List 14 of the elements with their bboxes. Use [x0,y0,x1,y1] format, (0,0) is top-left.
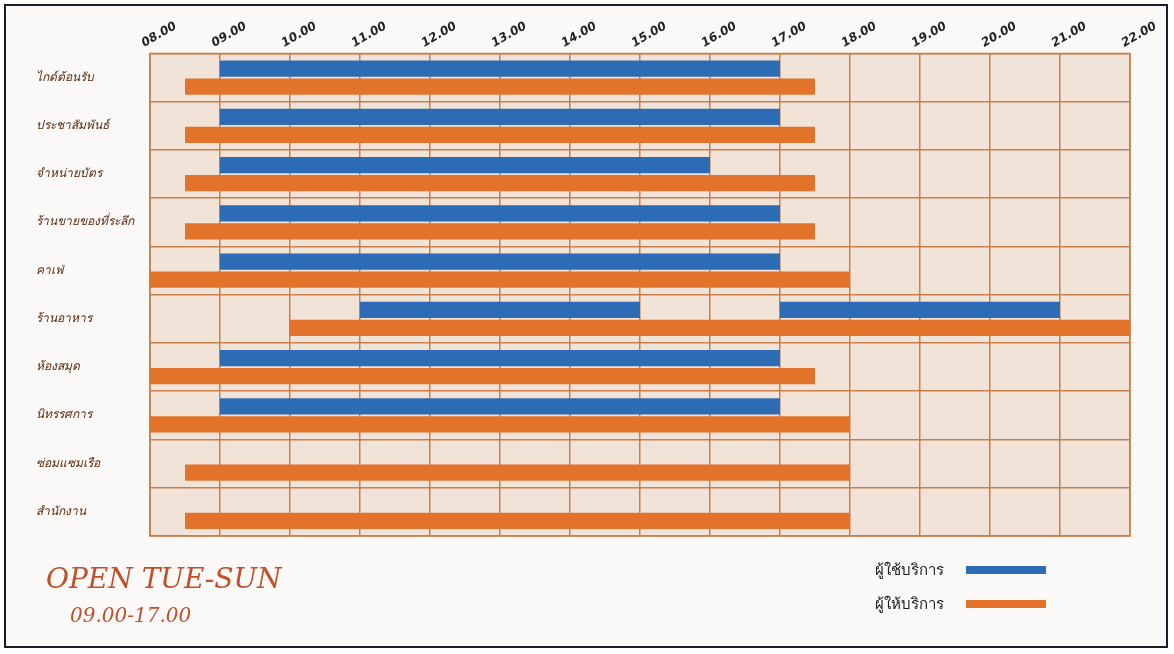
y-tick-label: ประชาสัมพันธ์ [36,117,112,132]
y-tick-label: ไกด์ต้อนรับ [36,69,95,84]
text: 09.00-17.00 [70,603,193,627]
text: ผู้ให้บริการ [875,594,944,615]
y-tick-label: คาเฟ่ [36,262,65,277]
y-tick-label: ร้านขายของที่ระลึก [36,212,135,229]
y-tick-label: ซ่อมแซมเรือ [36,455,101,470]
y-tick-label: นิทรรศการ [36,407,94,422]
y-tick-label: สำนักงาน [36,504,87,518]
text: OPEN TUE-SUN [46,562,282,595]
y-tick-label: ร้านอาหาร [36,310,94,325]
text: ผู้ใช้บริการ [875,560,944,581]
y-tick-label: จำหน่ายบัตร [36,166,104,181]
y-tick-label: ห้องสมุด [36,359,81,375]
